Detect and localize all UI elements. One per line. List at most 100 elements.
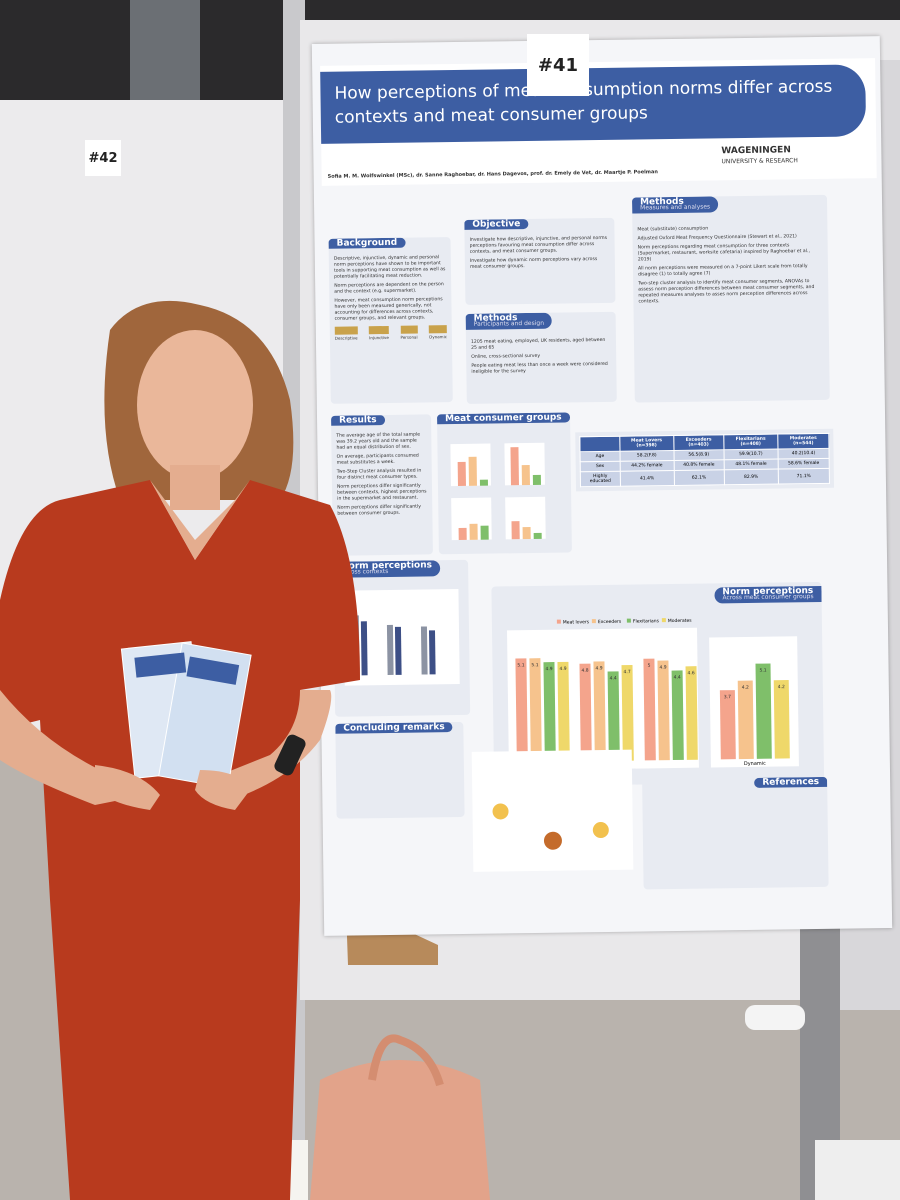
bar-label: 4.9 bbox=[545, 666, 552, 672]
booth-number: #41 bbox=[527, 34, 589, 96]
results-box: Results The average age of the total sam… bbox=[330, 414, 433, 556]
booth-number: #42 bbox=[85, 140, 121, 176]
legend-swatch bbox=[661, 618, 666, 623]
title-area: How perceptions of meat consumption norm… bbox=[320, 58, 877, 186]
bullet-text: Norm perceptions regarding meat consumpt… bbox=[637, 243, 810, 263]
chart-bar bbox=[458, 527, 467, 541]
bullet-text: 1205 meat eating, employed, UK residents… bbox=[470, 337, 606, 351]
bar bbox=[557, 661, 570, 762]
bar bbox=[515, 658, 528, 763]
table-row: Highly educated 41.4% 62.1% 82.9% 71.1% bbox=[580, 468, 830, 487]
table-corner bbox=[579, 436, 620, 452]
cup bbox=[272, 1140, 308, 1200]
bar-label: 4.4 bbox=[610, 675, 617, 681]
table-cell: 71.1% bbox=[778, 468, 830, 485]
left-board bbox=[0, 100, 290, 760]
context-chart bbox=[343, 589, 460, 686]
heading: Concluding remarks bbox=[335, 722, 453, 734]
bullet-text: On average, participants consumed meat s… bbox=[336, 453, 419, 466]
subheading: Participants and design bbox=[473, 319, 545, 328]
concluding-box: Concluding remarks bbox=[335, 721, 465, 819]
column-header: Flexitarians (n=408) bbox=[723, 434, 778, 450]
bullet-text: Investigate how descriptive, injunctive,… bbox=[469, 235, 608, 255]
heading: Background bbox=[328, 237, 406, 249]
methods-box: Methods Measures and analyses Meat (subst… bbox=[631, 194, 830, 403]
legend-swatch bbox=[626, 618, 631, 623]
bag-strap bbox=[368, 1034, 444, 1087]
shoe bbox=[815, 1140, 900, 1200]
bar-label: 4.9 bbox=[559, 666, 566, 672]
bar bbox=[593, 661, 606, 762]
column-header: Moderates (n=544) bbox=[777, 433, 829, 450]
bar bbox=[755, 663, 772, 759]
bar-label: 5.1 bbox=[531, 662, 538, 668]
table-cell: 62.1% bbox=[673, 469, 725, 486]
bar-label: 4.7 bbox=[623, 669, 630, 675]
column-header: Meat Lovers (n=398) bbox=[619, 435, 674, 452]
bullet-text: Two-step cluster analysis to identify me… bbox=[638, 279, 815, 305]
chart-bar bbox=[469, 523, 478, 540]
chart-bar bbox=[420, 626, 428, 675]
bar-label: 4.4 bbox=[674, 674, 681, 680]
legend-label: Exceeders bbox=[598, 619, 622, 625]
bar bbox=[607, 671, 620, 761]
subheading: Across meat consumer groups bbox=[722, 593, 814, 602]
background-box: Background Descriptive, injunctive, dyna… bbox=[328, 237, 453, 404]
chart-bar bbox=[394, 626, 402, 675]
chart-bar bbox=[522, 527, 531, 540]
plot bbox=[343, 589, 460, 686]
table-cell: 40.8% female bbox=[673, 459, 724, 471]
icon-label: Dynamic bbox=[429, 325, 447, 341]
figure bbox=[492, 803, 509, 820]
chart-bar bbox=[511, 521, 520, 540]
bar-label: 4.8 bbox=[581, 668, 588, 674]
heading: Methods Measures and analyses bbox=[631, 196, 719, 214]
chart-bar bbox=[532, 474, 541, 485]
bullet-text: Two-Step Cluster analysis resulted in fo… bbox=[336, 468, 422, 481]
bullet-text: Norm perceptions differ significantly be… bbox=[336, 483, 427, 502]
bar bbox=[685, 666, 698, 760]
bullet-text: People eating meat less than once a week… bbox=[471, 361, 608, 375]
table-box: Meat Lovers (n=398) Exceeders (n=403) Flex… bbox=[575, 428, 835, 492]
subheading: Measures and analyses bbox=[640, 203, 711, 212]
chart-bar bbox=[479, 479, 488, 486]
bar-label: 4.9 bbox=[659, 664, 666, 670]
heading: Norm perceptions Across contexts bbox=[333, 560, 441, 578]
shoe bbox=[745, 1005, 805, 1030]
bullet-text: Norm perceptions are dependent on the pe… bbox=[334, 282, 444, 295]
logo-name: WAGENINGEN bbox=[721, 145, 791, 157]
bar bbox=[579, 663, 592, 762]
heading: Results bbox=[330, 415, 385, 426]
bar bbox=[529, 658, 542, 763]
icon-label: Personal bbox=[400, 325, 418, 341]
bullet-text: Online, cross-sectional survey bbox=[471, 353, 541, 360]
heading: Norm perceptions Across meat consumer gro… bbox=[714, 585, 822, 604]
legend-label: Moderates bbox=[668, 618, 692, 624]
figure bbox=[592, 822, 609, 839]
people-drawing bbox=[492, 803, 609, 850]
bar-label: 5.1 bbox=[759, 668, 766, 674]
chart-bar bbox=[510, 447, 519, 486]
chart-bar bbox=[352, 615, 360, 676]
legend-swatch bbox=[591, 619, 596, 624]
chart-bar bbox=[360, 621, 368, 676]
chart-bar bbox=[386, 624, 394, 676]
bar bbox=[643, 658, 656, 761]
participants-box: Methods Participants and design 1205 meat… bbox=[465, 311, 617, 404]
norm-groups-chart: Meat lovers Exceeders Flexitarians Moderate… bbox=[507, 618, 799, 771]
objective-box: Objective Investigate how descriptive, i… bbox=[464, 217, 616, 305]
legend-label: Meat lovers bbox=[563, 619, 590, 625]
groups-box: Meat consumer groups bbox=[436, 412, 572, 555]
norm-groups-box: Norm perceptions Across meat consumer gro… bbox=[491, 581, 825, 787]
group-charts bbox=[450, 442, 546, 541]
heading: Objective bbox=[464, 219, 529, 230]
bar-label: 5 bbox=[648, 663, 651, 669]
curtain bbox=[130, 0, 200, 110]
bullet-text: All norm perceptions were measured on a … bbox=[637, 264, 808, 278]
chart-bar bbox=[533, 532, 542, 539]
logo-sub: UNIVERSITY & RESEARCH bbox=[721, 157, 798, 166]
bag bbox=[310, 1060, 490, 1200]
icon-label: Injunctive bbox=[369, 325, 389, 342]
table-cell: Age bbox=[580, 451, 620, 462]
